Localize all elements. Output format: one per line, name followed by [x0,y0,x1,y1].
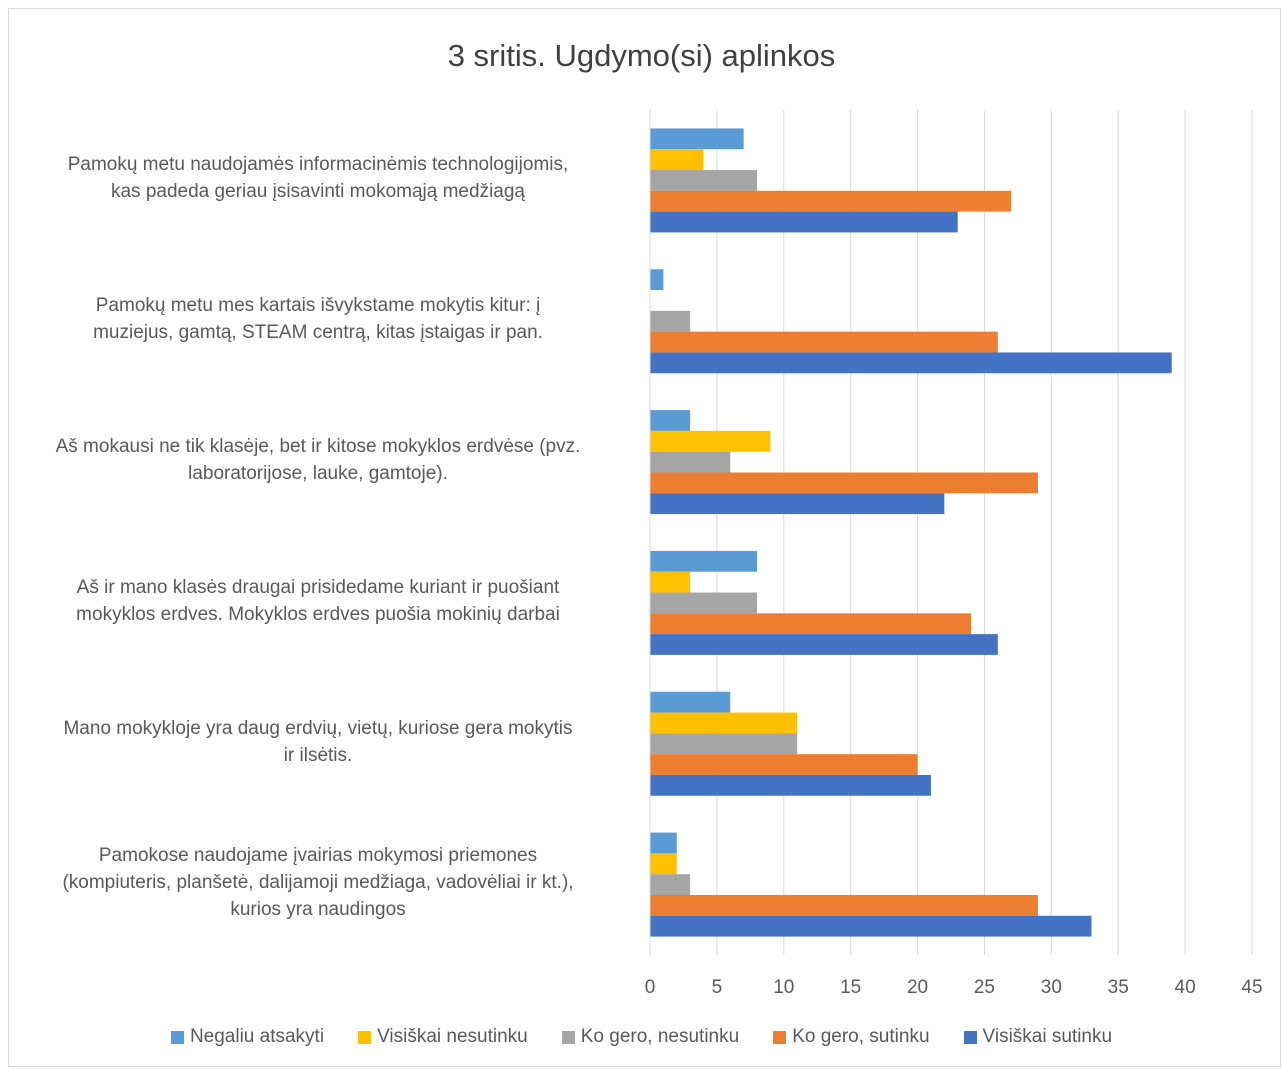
bar [650,310,691,332]
legend-label: Ko gero, sutinku [792,1026,930,1047]
legend-label: Negaliu atsakyti [189,1026,325,1047]
bar [650,410,691,431]
bar [650,451,731,473]
bar [650,894,1038,916]
category-label: Aš mokausi ne tik klasėje, bet ir kitose… [8,433,628,487]
bar [650,352,1172,374]
legend-item: Ko gero, sutinku [773,1026,930,1048]
bar [650,430,771,452]
legend-label: Ko gero, nesutinku [580,1026,740,1047]
legend-swatch [561,1030,575,1044]
x-tick-label: 0 [645,977,656,998]
category-label-line: laboratorijose, lauke, gamtoje). [188,463,448,485]
legend-item: Ko gero, nesutinku [561,1026,740,1048]
category-label-line: Aš mokausi ne tik klasėje, bet ir kitose… [55,436,581,458]
legend-item: Visiškai sutinku [963,1026,1113,1048]
category-label-line: ir ilsėtis. [283,744,353,766]
legend-label: Visiškai nesutinku [377,1026,528,1047]
bar [650,550,758,572]
bar [650,754,918,775]
x-tick-label: 25 [974,977,995,998]
legend: Negaliu atsakyti Visiškai nesutinku Ko ger… [0,1026,1283,1048]
bar [650,571,691,593]
bar [650,712,798,734]
category-label-line: (kompiuteris, planšetė, dalijamoji medži… [62,872,574,894]
x-tick-label: 10 [773,977,794,998]
bar [650,472,1038,494]
bar [650,269,664,291]
chart-title: 3 sritis. Ugdymo(si) aplinkos [447,38,836,73]
category-label: Pamokų metu mes kartais išvykstame mokyt… [8,292,628,346]
bar [650,915,1092,937]
bar [650,128,744,150]
category-label-line: Pamokose naudojame įvairias mokymosi pri… [98,845,538,867]
category-label-line: Aš ir mano klasės draugai prisidedame ku… [76,576,560,598]
legend-label: Visiškai sutinku [982,1026,1113,1047]
bar [650,774,931,796]
bar [650,331,998,353]
category-label-line: Pamokų metu mes kartais išvykstame mokyt… [95,295,541,317]
category-label-line: muziejus, gamtą, STEAM centrą, kitas įst… [93,322,543,344]
x-tick-label: 30 [1041,977,1062,998]
x-tick-label: 5 [712,977,723,998]
bar [650,733,798,755]
x-tick-label: 20 [907,977,928,998]
bar [650,691,731,713]
category-label: Pamokose naudojame įvairias mokymosi pri… [8,842,628,923]
bar [650,634,998,655]
bar [650,613,972,635]
category-label: Mano mokykloje yra daug erdvių, vietų, k… [8,715,628,769]
legend-swatch [358,1030,372,1044]
category-label: Pamokų metu naudojamės informacinėmis te… [8,151,628,205]
category-label-line: Pamokų metu naudojamės informacinėmis te… [67,154,569,176]
bar [650,149,704,171]
bar [650,190,1012,212]
legend-swatch [170,1030,184,1044]
bar [650,874,691,895]
chart-frame [8,8,1281,1067]
category-label-line: kurios yra naudingos [230,899,406,921]
category-label: Aš ir mano klasės draugai prisidedame ku… [8,574,628,628]
bar [650,170,758,191]
category-label-line: kas padeda geriau įsisavinti mokomąją me… [110,181,525,203]
bar [650,211,958,233]
category-label-line: Mano mokykloje yra daug erdvių, vietų, k… [63,717,573,739]
x-tick-label: 40 [1175,977,1196,998]
legend-swatch [773,1030,787,1044]
bar [650,853,677,875]
x-tick-label: 35 [1108,977,1129,998]
bar [650,493,945,515]
x-tick-label: 15 [840,977,861,998]
bar [650,832,677,854]
legend-swatch [963,1030,977,1044]
x-tick-label: 45 [1241,977,1262,998]
legend-item: Visiškai nesutinku [358,1026,528,1048]
legend-item: Negaliu atsakyti [170,1026,325,1048]
category-label-line: mokyklos erdves. Mokyklos erdves puošia … [76,603,560,625]
bar [650,592,758,614]
